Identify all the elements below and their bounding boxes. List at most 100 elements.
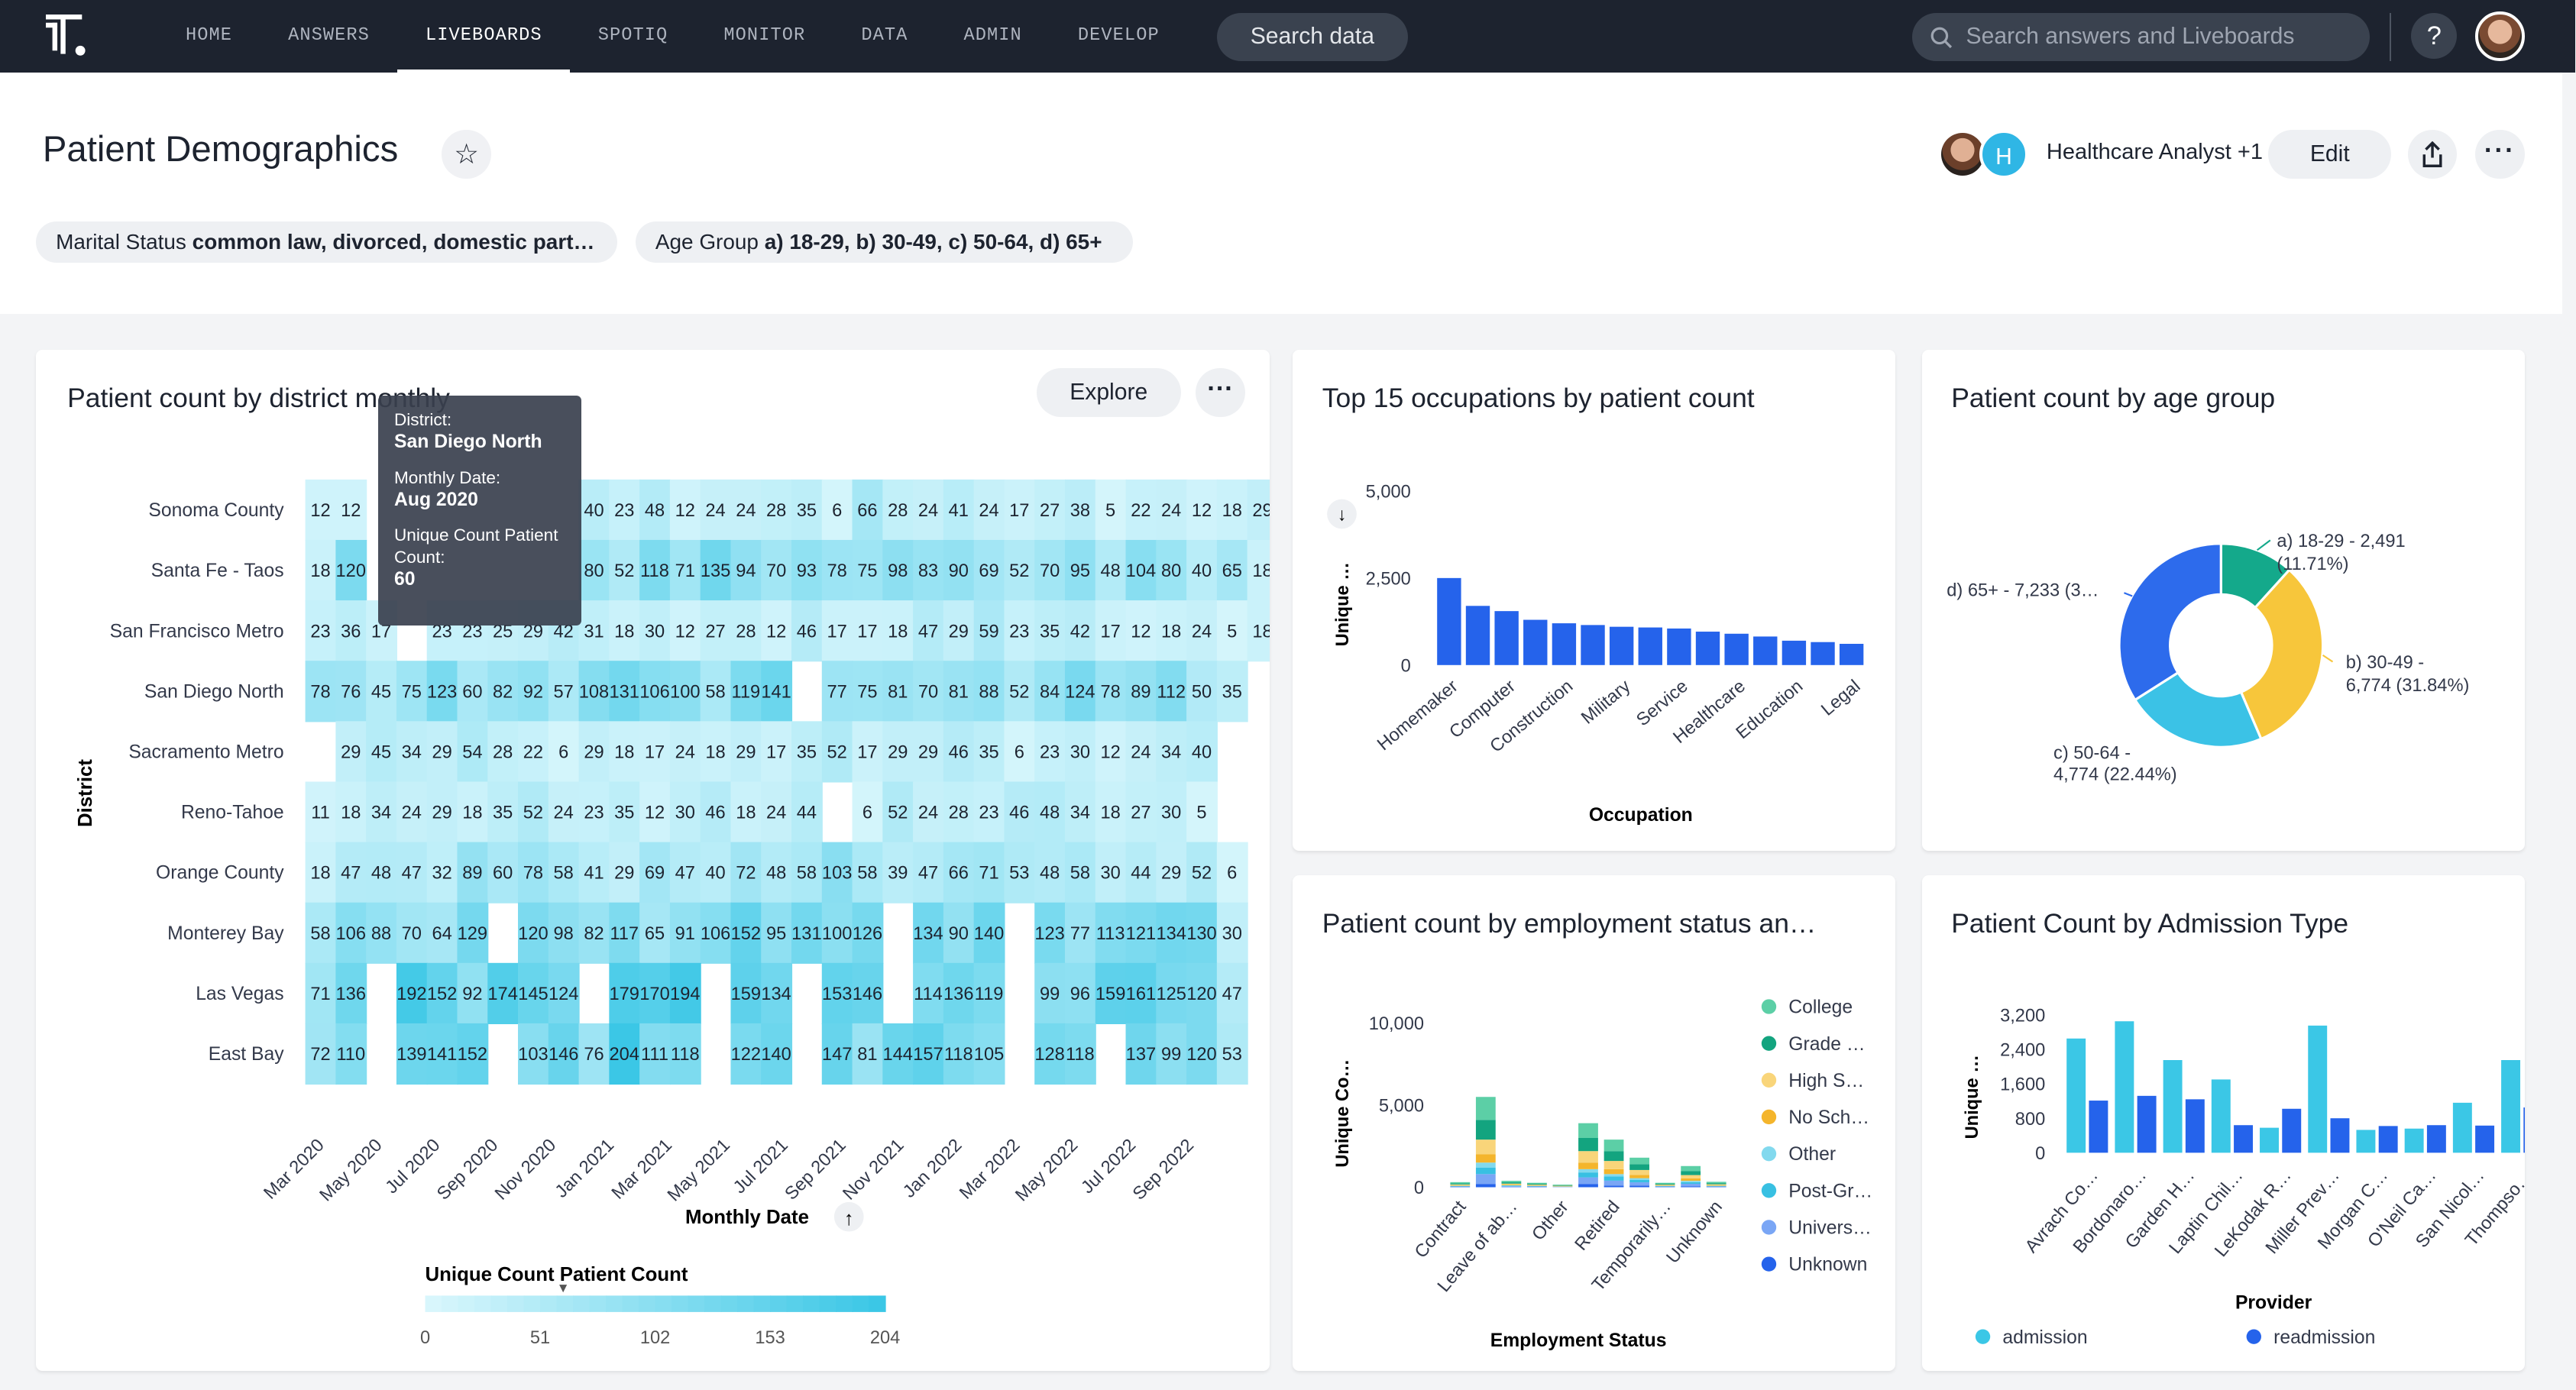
nav-item-liveboards[interactable]: LIVEBOARDS <box>397 0 571 73</box>
heat-cell <box>791 721 824 783</box>
heat-cell <box>518 842 550 903</box>
y-axis-label: Unique … <box>1963 1055 1982 1139</box>
cell-value: 23 <box>1009 622 1029 642</box>
cell-value: 40 <box>1192 561 1212 581</box>
cell-value: 34 <box>402 742 422 762</box>
cell-value: 89 <box>1131 682 1151 702</box>
heat-cell <box>822 600 853 662</box>
legend-gradient-segment <box>786 1295 804 1312</box>
heat-cell <box>578 661 610 722</box>
edit-button[interactable]: Edit <box>2268 129 2392 179</box>
search-data-button[interactable]: Search data <box>1217 13 1408 61</box>
heat-cell <box>913 479 945 541</box>
user-avatar[interactable] <box>2475 11 2525 61</box>
stacked-bar-segment <box>1681 1171 1701 1175</box>
nav-item-home[interactable]: HOME <box>185 25 232 46</box>
heat-cell <box>730 962 762 1024</box>
tooltip-district-label: District: <box>394 410 452 430</box>
heat-cell <box>730 902 762 964</box>
nav-item-develop[interactable]: DEVELOP <box>1077 25 1160 46</box>
help-button[interactable]: ? <box>2411 13 2458 60</box>
cell-value: 46 <box>1009 803 1029 823</box>
bar <box>2523 1107 2525 1153</box>
heat-cell <box>639 600 672 662</box>
thoughtspot-logo-icon[interactable] <box>46 15 89 57</box>
search-answers-input[interactable]: Search answers and Liveboards <box>1911 13 2371 61</box>
stacked-bar-segment <box>1681 1183 1701 1187</box>
legend-swatch <box>1761 1072 1777 1088</box>
nav-item-monitor[interactable]: MONITOR <box>723 25 806 46</box>
heat-cell <box>335 962 367 1024</box>
filter-chip-age-group[interactable]: Age Group a) 18-29, b) 30-49, c) 50-64, … <box>636 221 1134 263</box>
favorite-star-icon[interactable]: ☆ <box>442 129 491 179</box>
bar <box>2259 1127 2279 1153</box>
cell-value: 18 <box>1101 803 1121 823</box>
cell-value: 78 <box>523 864 543 884</box>
card-more-button[interactable]: ··· <box>1196 367 1245 418</box>
cell-value: 113 <box>1096 924 1125 944</box>
nav-item-answers[interactable]: ANSWERS <box>288 25 370 46</box>
heat-cell <box>1004 661 1036 722</box>
cell-value: 134 <box>1157 924 1186 944</box>
nav-item-admin[interactable]: ADMIN <box>963 25 1022 46</box>
nav-item-spotiq[interactable]: SPOTIQ <box>597 25 668 46</box>
heat-cell <box>730 600 762 662</box>
cell-value: 41 <box>949 501 969 521</box>
nav-item-data[interactable]: DATA <box>861 25 908 46</box>
cell-value: 17 <box>645 742 665 762</box>
row-label: Sonoma County <box>149 500 285 521</box>
legend-label: Unknown <box>1788 1255 1867 1275</box>
row-label: Santa Fe - Taos <box>151 561 284 581</box>
cell-value: 24 <box>675 742 695 762</box>
cell-value: 98 <box>888 561 908 581</box>
heat-cell <box>426 1023 458 1085</box>
cell-value: 40 <box>584 501 604 521</box>
cell-value: 48 <box>645 501 665 521</box>
heat-cell <box>670 781 702 843</box>
filter-chip-marital-status[interactable]: Marital Status common law, divorced, dom… <box>36 221 618 263</box>
cell-value: 31 <box>584 622 604 642</box>
stacked-bar-segment <box>1578 1162 1598 1169</box>
y-axis-label: Unique … <box>1333 562 1353 646</box>
stacked-bar-segment <box>1655 1183 1675 1185</box>
cell-value: 120 <box>518 924 548 944</box>
cell-value: 28 <box>493 742 513 762</box>
bar <box>2233 1125 2253 1153</box>
heat-cell <box>1095 661 1127 722</box>
heat-cell <box>1247 539 1270 602</box>
bar <box>2185 1099 2205 1153</box>
stacked-bar-segment <box>1681 1182 1701 1184</box>
legend-label: College <box>1788 997 1853 1018</box>
cell-value: 48 <box>1101 561 1121 581</box>
stacked-bar-segment <box>1604 1161 1624 1169</box>
heat-cell <box>670 962 702 1024</box>
legend-tick: 204 <box>870 1328 900 1348</box>
stacked-bar-segment <box>1629 1175 1650 1178</box>
heat-cell <box>943 661 976 722</box>
cell-value: 46 <box>706 803 726 823</box>
share-button[interactable] <box>2407 129 2458 179</box>
stacked-bar-segment <box>1655 1186 1675 1188</box>
heat-cell <box>578 781 610 843</box>
y-axis-label: District <box>75 759 96 827</box>
cell-value: 204 <box>610 1045 639 1065</box>
legend-title: Unique Count Patient Count <box>426 1264 688 1285</box>
cell-value: 18 <box>1222 501 1242 521</box>
more-options-button[interactable]: ··· <box>2475 129 2525 179</box>
card-title: Patient count by age group <box>1951 382 2276 413</box>
bar <box>2137 1095 2157 1153</box>
cell-value: 24 <box>402 803 422 823</box>
cell-value: 119 <box>975 984 1004 1004</box>
heat-cell <box>609 479 641 541</box>
stacked-bar-segment <box>1578 1184 1598 1188</box>
x-tick-label: Nov 2021 <box>840 1136 908 1204</box>
cell-value: 108 <box>579 682 609 702</box>
explore-button[interactable]: Explore <box>1036 367 1181 418</box>
heat-cell <box>1156 1023 1188 1085</box>
cell-value: 134 <box>762 984 791 1004</box>
card-title: Top 15 occupations by patient count <box>1322 382 1755 413</box>
bar <box>2404 1128 2424 1153</box>
slice-label: a) 18-29 - 2,491 <box>2277 532 2405 551</box>
shared-with-label[interactable]: Healthcare Analyst +1 <box>2046 139 2263 164</box>
